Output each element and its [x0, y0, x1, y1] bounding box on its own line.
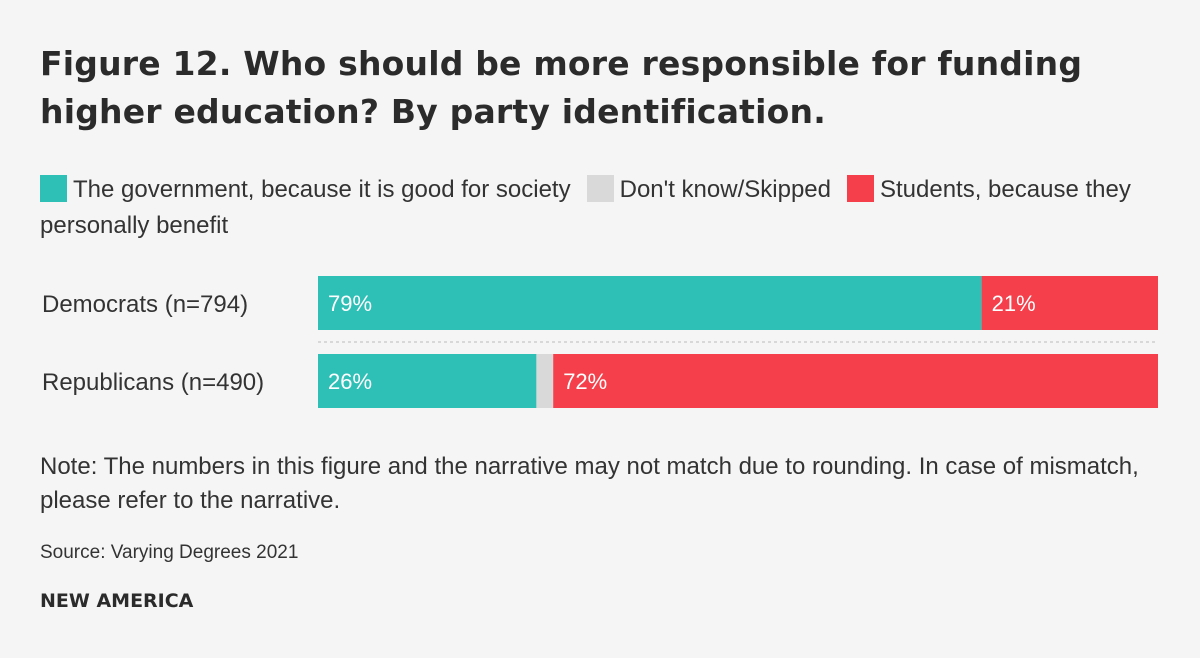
- legend-label-dont-know: Don't know/Skipped: [619, 176, 831, 203]
- category-label: Democrats (n=794): [42, 291, 248, 318]
- data-label: 26%: [328, 369, 372, 394]
- legend-label-government: The government, because it is good for s…: [73, 176, 571, 203]
- legend-swatch-government: [40, 175, 67, 202]
- brand-logo-text: NEW AMERICA: [40, 590, 194, 612]
- data-label: 21%: [992, 291, 1036, 316]
- category-label: Republicans (n=490): [42, 369, 264, 396]
- chart-title: Figure 12. Who should be more responsibl…: [40, 44, 1083, 131]
- legend: The government, because it is good for s…: [40, 172, 1160, 244]
- legend-label-students: Students, because they personally benefi…: [40, 176, 1131, 239]
- chart-note: Note: The numbers in this figure and the…: [40, 453, 1139, 514]
- bar-segment-1-1: [536, 354, 554, 408]
- bar-segment-2-0: [981, 276, 1158, 330]
- data-label: 72%: [563, 369, 607, 394]
- bar-chart: Democrats (n=794) 79% 21% Republicans (n=49…: [42, 276, 1158, 408]
- bar-segment-0-1: [318, 354, 537, 408]
- legend-swatch-dont-know: [586, 175, 614, 202]
- legend-item-dont-know: Don't know/Skipped: [586, 175, 831, 203]
- chart-source: Source: Varying Degrees 2021: [40, 542, 299, 563]
- bar-segment-2-1: [553, 354, 1158, 408]
- data-label: 79%: [328, 291, 372, 316]
- bar-segment-0-0: [318, 276, 982, 330]
- legend-item-government: The government, because it is good for s…: [40, 175, 571, 203]
- legend-item-students: Students, because they personally benefi…: [40, 175, 1131, 239]
- legend-swatch-students: [846, 175, 874, 202]
